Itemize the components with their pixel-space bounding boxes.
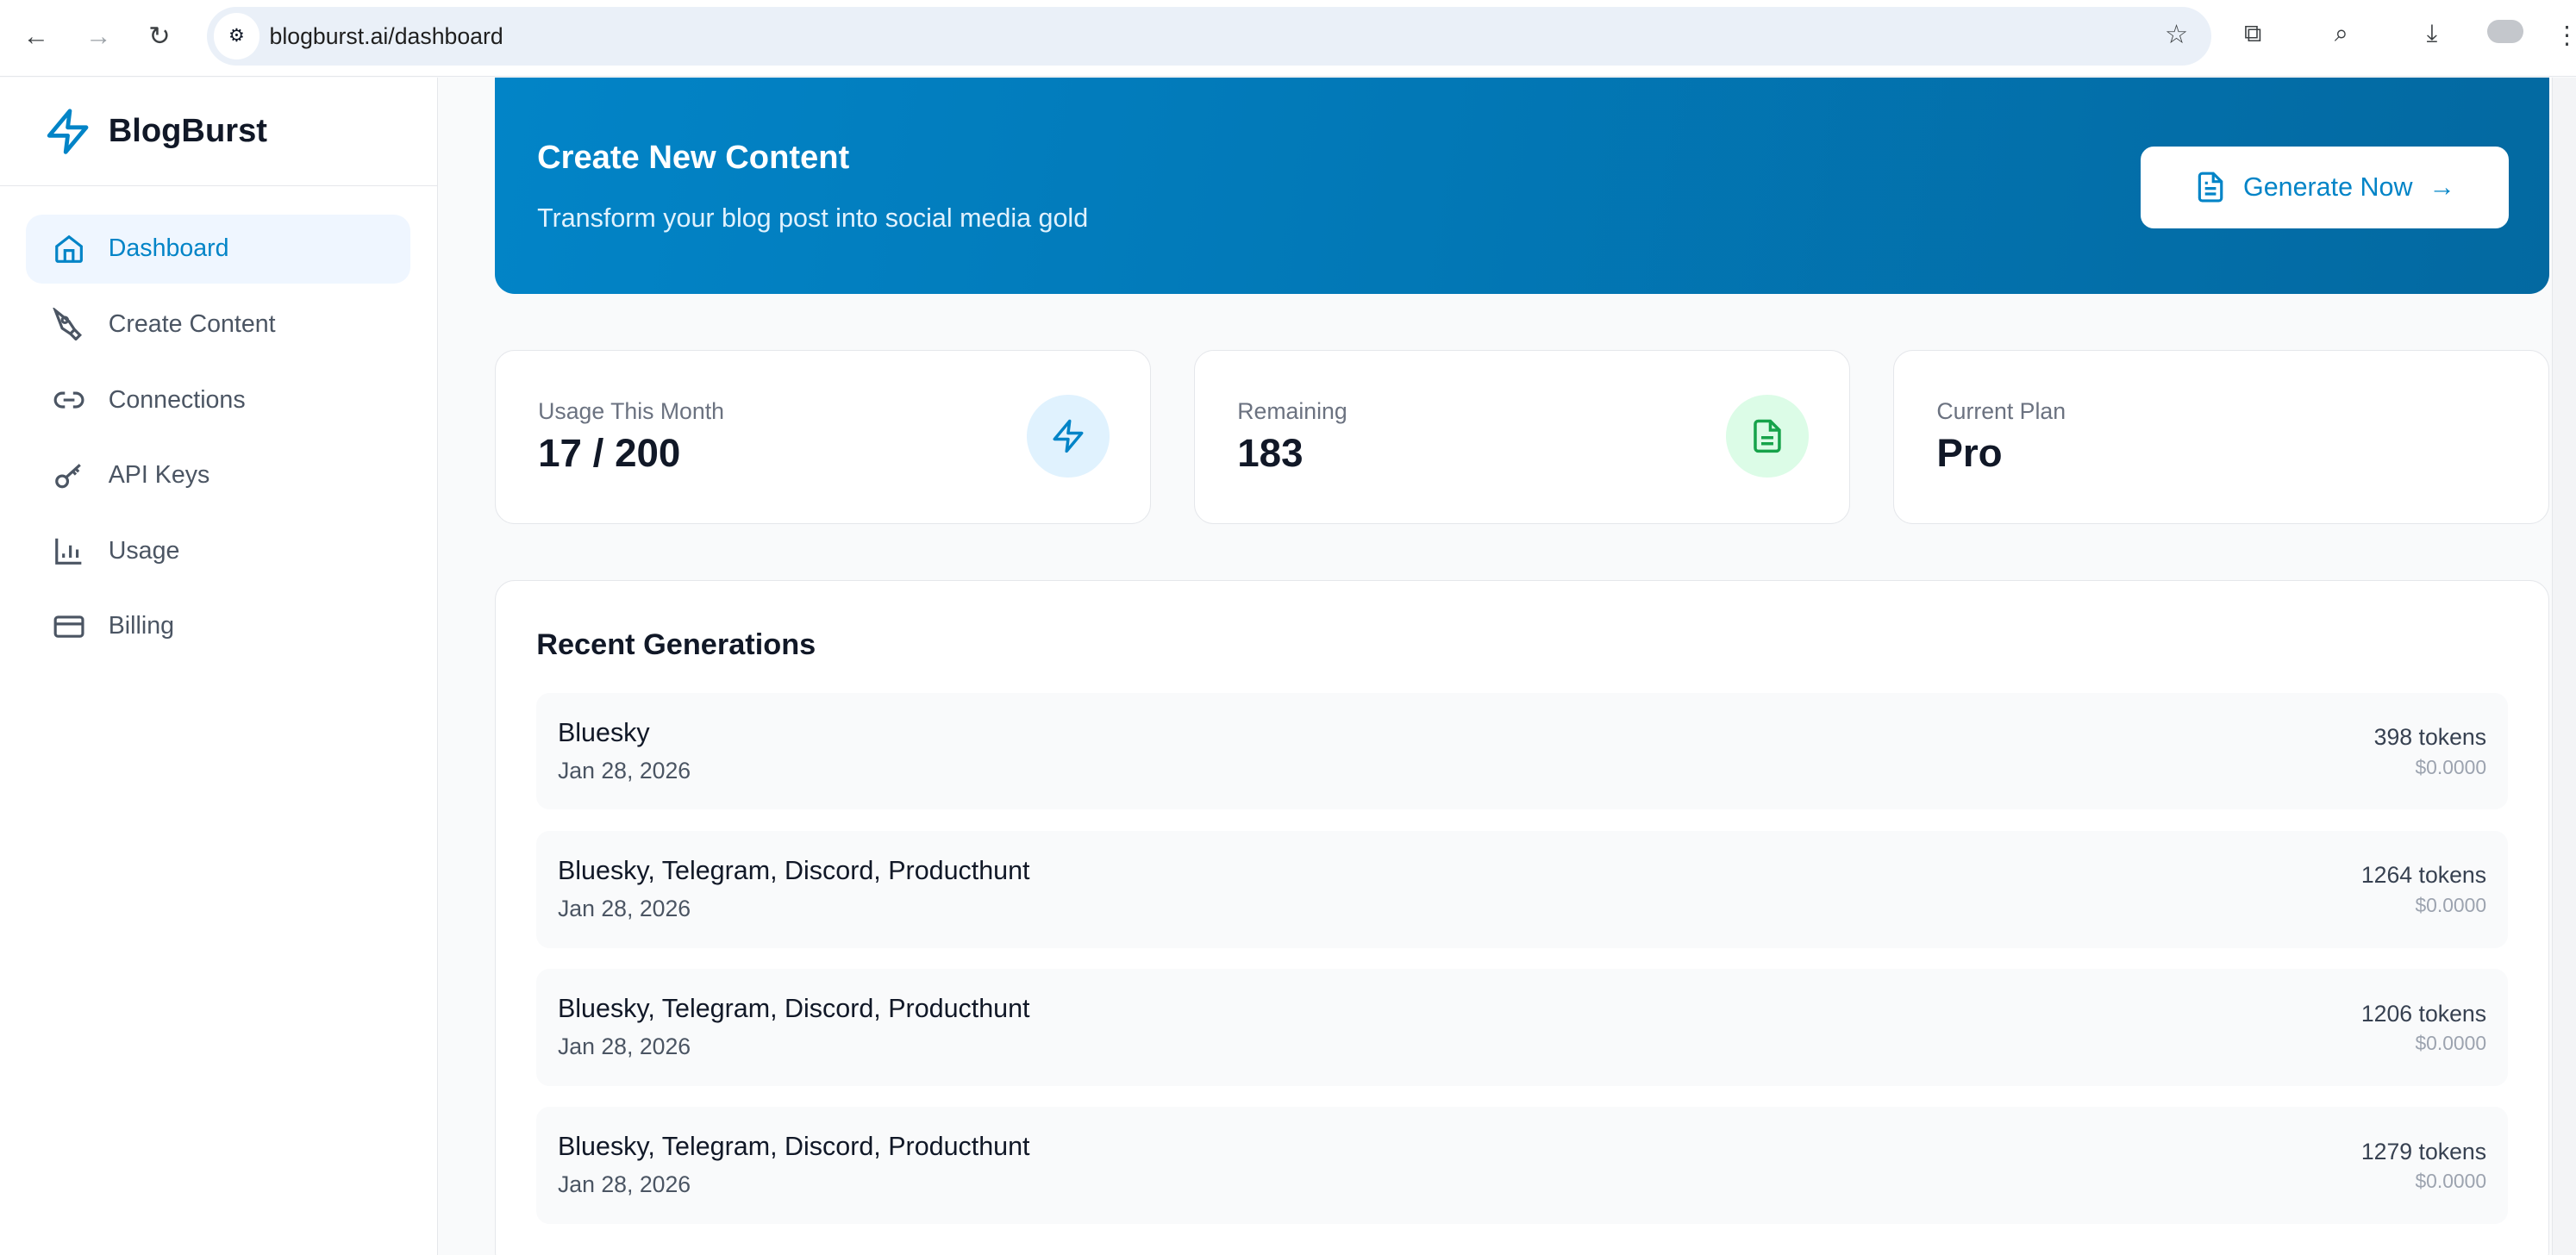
sidebar-nav: Dashboard Create Content Connections API… xyxy=(0,186,437,696)
stat-label: Remaining xyxy=(1237,398,1347,425)
stat-card-usage: Usage This Month 17 / 200 xyxy=(494,349,1152,524)
stat-value: 17 / 200 xyxy=(538,431,681,476)
sidebar-item-label: Create Content xyxy=(108,309,276,338)
generation-row[interactable]: Bluesky, Telegram, Discord, Producthunt J… xyxy=(536,969,2508,1086)
stat-value: Pro xyxy=(1936,431,2003,476)
generation-cost: $0.0000 xyxy=(2415,1031,2487,1054)
sidebar-item-billing[interactable]: Billing xyxy=(26,592,410,661)
stat-value: 183 xyxy=(1237,431,1304,476)
home-icon xyxy=(55,234,83,263)
profile-avatar[interactable] xyxy=(2487,19,2523,43)
sidebar-item-connections[interactable]: Connections xyxy=(26,365,410,434)
page-scrollbar[interactable] xyxy=(2552,77,2576,1255)
recent-generations-card: Recent Generations Bluesky Jan 28, 2026 39… xyxy=(494,579,2550,1255)
generation-tokens: 1279 tokens xyxy=(2360,1138,2487,1164)
reload-icon[interactable]: ↻ xyxy=(148,21,171,51)
sidebar-item-usage[interactable]: Usage xyxy=(26,516,410,585)
bar-chart-icon xyxy=(55,538,82,565)
generate-now-button[interactable]: Generate Now → xyxy=(2141,146,2509,228)
sidebar-item-create-content[interactable]: Create Content xyxy=(26,290,410,359)
sidebar-item-api-keys[interactable]: API Keys xyxy=(26,441,410,510)
brand: BlogBurst xyxy=(0,78,437,187)
url-text[interactable]: blogburst.ai/dashboard xyxy=(269,22,503,49)
banner-subtitle: Transform your blog post into social med… xyxy=(537,203,1089,234)
stat-label: Usage This Month xyxy=(538,398,724,425)
site-settings-icon[interactable]: ⚙ xyxy=(213,13,260,59)
extensions-icon[interactable]: ⧉ xyxy=(2244,19,2262,47)
arrow-right-icon: → xyxy=(2429,172,2455,202)
back-icon[interactable]: ← xyxy=(22,21,50,51)
credit-card-icon xyxy=(53,615,84,638)
zap-icon xyxy=(1027,395,1110,478)
generation-date: Jan 28, 2026 xyxy=(557,1033,691,1059)
generation-row[interactable]: Bluesky Jan 28, 2026 398 tokens $0.0000 xyxy=(536,693,2508,810)
link-icon xyxy=(53,391,84,409)
address-bar[interactable]: ⚙ blogburst.ai/dashboard ☆ xyxy=(207,6,2211,66)
generation-cost: $0.0000 xyxy=(2415,1169,2487,1192)
generation-tokens: 1264 tokens xyxy=(2360,862,2487,889)
generation-platforms: Bluesky, Telegram, Discord, Producthunt xyxy=(557,855,1030,885)
stat-label: Current Plan xyxy=(1936,398,2066,425)
generation-platforms: Bluesky, Telegram, Discord, Producthunt xyxy=(557,993,1030,1023)
generation-date: Jan 28, 2026 xyxy=(557,757,691,784)
sidebar-item-label: API Keys xyxy=(108,461,210,490)
generation-platforms: Bluesky, Telegram, Discord, Producthunt xyxy=(557,1131,1030,1161)
generation-row[interactable]: Bluesky, Telegram, Discord, Producthunt J… xyxy=(536,1107,2508,1224)
banner-title: Create New Content xyxy=(537,139,850,176)
sidebar-item-label: Usage xyxy=(108,536,180,565)
create-content-banner: Create New Content Transform your blog p… xyxy=(494,77,2550,295)
generation-tokens: 398 tokens xyxy=(2373,724,2487,751)
sidebar-item-label: Dashboard xyxy=(108,234,229,263)
generation-tokens: 1206 tokens xyxy=(2360,1000,2487,1027)
recent-generations-title: Recent Generations xyxy=(536,628,816,661)
key-icon xyxy=(55,463,81,488)
generation-platforms: Bluesky xyxy=(557,717,650,747)
sidebar-item-label: Connections xyxy=(108,385,246,414)
bookmark-star-icon[interactable]: ☆ xyxy=(2164,19,2189,49)
stats-row: Usage This Month 17 / 200 Remaining 183 … xyxy=(494,349,2550,524)
brand-name: BlogBurst xyxy=(108,113,267,150)
sidebar: BlogBurst Dashboard Create Content Conne… xyxy=(0,77,438,1255)
stat-card-remaining: Remaining 183 xyxy=(1193,349,1851,524)
tab-search-icon[interactable]: ⌕ xyxy=(2334,19,2348,47)
sidebar-item-dashboard[interactable]: Dashboard xyxy=(26,214,411,284)
zap-logo-icon xyxy=(47,109,88,154)
file-text-icon xyxy=(2198,172,2223,203)
generation-cost: $0.0000 xyxy=(2415,893,2487,916)
generation-date: Jan 28, 2026 xyxy=(557,1171,691,1197)
file-text-icon xyxy=(1726,395,1809,478)
stat-card-plan: Current Plan Pro xyxy=(1892,349,2550,524)
generation-date: Jan 28, 2026 xyxy=(557,895,691,921)
generation-cost: $0.0000 xyxy=(2415,755,2487,778)
pen-tool-icon xyxy=(53,308,82,341)
download-icon[interactable]: ⤓ xyxy=(2426,19,2438,47)
main-content: Create New Content Transform your blog p… xyxy=(494,77,2550,1255)
generate-now-label: Generate Now xyxy=(2243,172,2413,202)
sidebar-item-label: Billing xyxy=(108,612,174,640)
menu-kebab-icon[interactable]: ⋮ xyxy=(2554,20,2576,50)
browser-toolbar: ← → ↻ ⚙ blogburst.ai/dashboard ☆ ⧉ ⌕ ⤓ ⋮ xyxy=(0,0,2576,77)
generation-row[interactable]: Bluesky, Telegram, Discord, Producthunt J… xyxy=(536,831,2508,948)
forward-icon[interactable]: → xyxy=(85,21,112,51)
